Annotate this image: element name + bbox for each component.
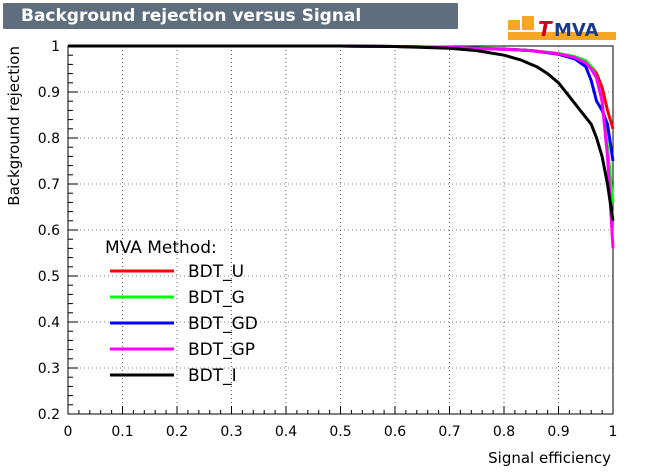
ticks: 0 0.1 0.2 0.3 0.4 0.5 0.6 0.7 0.8 0.9 1 0.2 0.3 0.4 0.…	[38, 39, 618, 440]
y-tick-label: 0.8	[38, 131, 60, 147]
legend-label: BDT_GD	[188, 314, 258, 334]
y-axis-label: Background rejection	[5, 46, 23, 206]
x-tick-label: 0.5	[329, 424, 351, 440]
logo-bar	[508, 32, 616, 40]
x-tick-label: 0.7	[438, 424, 460, 440]
y-tick-label: 0.2	[38, 407, 60, 423]
chart-title: Background rejection versus Signal effic…	[3, 3, 458, 52]
x-tick-label: 0.8	[493, 424, 515, 440]
tmva-logo: T MVA	[508, 16, 616, 41]
logo-mva: MVA	[554, 20, 599, 41]
grid	[67, 45, 614, 415]
legend: MVA Method: BDT_U BDT_G BDT_GD BDT_GP BDT_I	[105, 238, 258, 386]
x-tick-label: 0.4	[275, 424, 297, 440]
y-tick-label: 0.9	[38, 85, 60, 101]
x-tick-label: 0.6	[384, 424, 406, 440]
x-tick-label: 0.1	[111, 424, 133, 440]
legend-label: BDT_U	[188, 262, 244, 282]
legend-label: BDT_I	[188, 366, 237, 386]
x-tick-label: 0	[64, 424, 73, 440]
x-tick-label: 0.9	[547, 424, 569, 440]
y-tick-label: 0.4	[38, 315, 60, 331]
x-axis-label: Signal efficiency	[488, 449, 611, 467]
y-tick-label: 0.7	[38, 177, 60, 193]
logo-block-1	[508, 20, 520, 30]
logo-block-2	[522, 16, 534, 30]
x-tick-label: 1	[609, 424, 618, 440]
legend-label: BDT_G	[188, 288, 245, 308]
y-tick-label: 0.3	[38, 361, 60, 377]
y-tick-label: 0.6	[38, 223, 60, 239]
logo-t: T	[538, 17, 553, 41]
y-tick-label: 0.5	[38, 269, 60, 285]
x-tick-label: 0.3	[220, 424, 242, 440]
series-line-bdt-i	[68, 44, 615, 222]
legend-label: BDT_GP	[188, 340, 255, 360]
series-lines	[68, 44, 615, 249]
y-tick-label: 1	[51, 39, 60, 55]
legend-title: MVA Method:	[105, 238, 217, 258]
x-tick-label: 0.2	[166, 424, 188, 440]
